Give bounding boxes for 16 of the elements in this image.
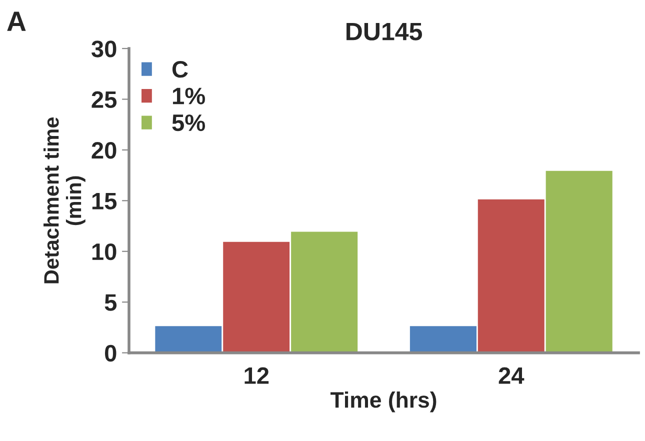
legend-label: C bbox=[172, 60, 188, 78]
y-tick-label: 5 bbox=[104, 294, 117, 311]
y-tick-label: 0 bbox=[105, 344, 116, 362]
y-axis-title: Detachment time (min) bbox=[44, 117, 86, 284]
chart-title: DU145 bbox=[346, 22, 422, 40]
legend-label: 5% bbox=[172, 114, 206, 132]
y-tick-label: 20 bbox=[92, 142, 116, 159]
y-tick-label: 25 bbox=[92, 91, 117, 108]
text: A bbox=[7, 12, 26, 31]
x-axis-title: Time (hrs) bbox=[330, 391, 436, 412]
x-tick-label: 24 bbox=[498, 367, 524, 384]
y-tick-label: 30 bbox=[91, 40, 116, 58]
y-tick-label: 10 bbox=[92, 243, 116, 260]
x-tick-label: 12 bbox=[244, 367, 269, 384]
legend-label: 1% bbox=[172, 88, 206, 104]
y-tick-label: 15 bbox=[92, 192, 117, 210]
